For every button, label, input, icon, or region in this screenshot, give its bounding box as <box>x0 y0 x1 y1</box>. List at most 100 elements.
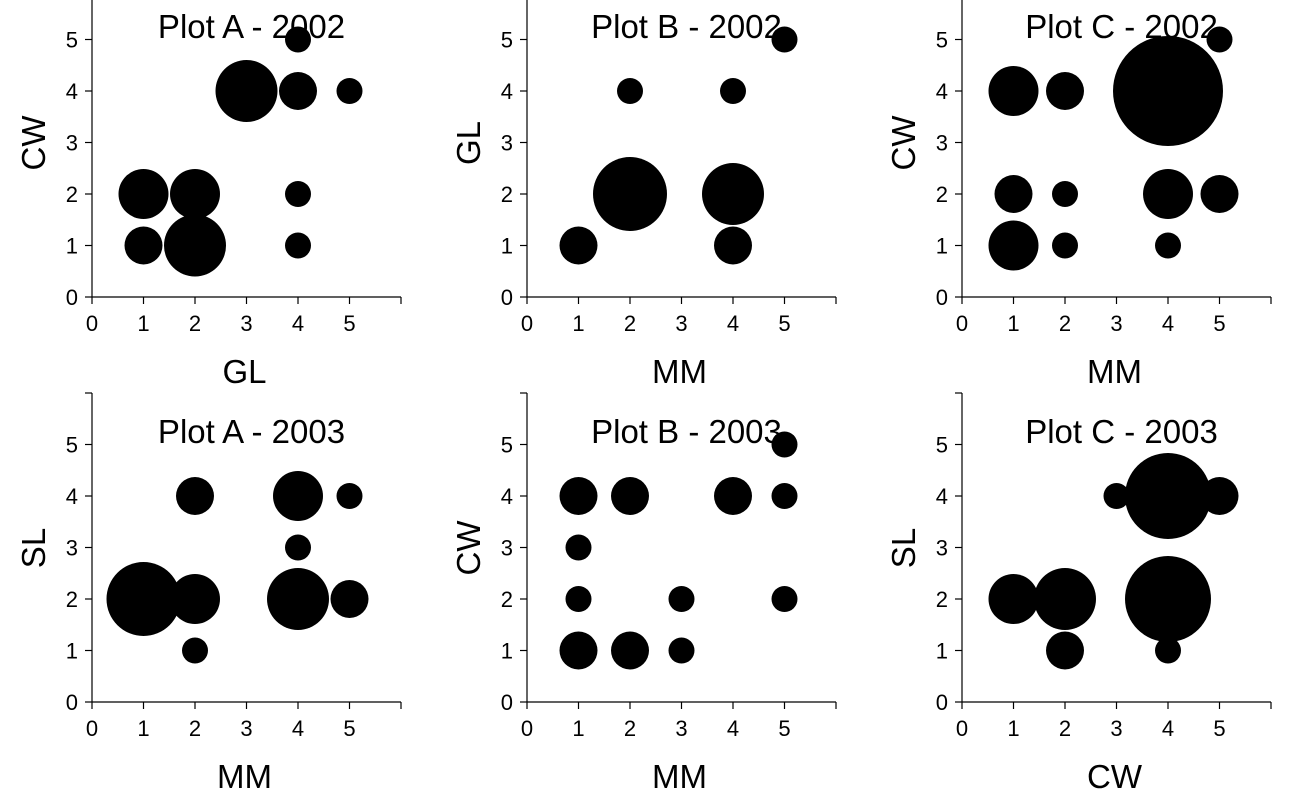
y-tick-label: 0 <box>501 690 513 715</box>
y-tick-label: 4 <box>936 79 948 104</box>
y-tick-label: 3 <box>501 536 513 561</box>
x-tick-label: 2 <box>189 311 201 336</box>
scatter-plot: 0 1 2 3 4 5 0 1 2 3 4 5 <box>501 0 837 336</box>
scatter-plot: 0 1 2 3 4 5 0 1 2 3 4 5 <box>501 392 837 741</box>
x-axis-label: MM <box>652 758 707 795</box>
y-tick-label: 1 <box>501 639 513 664</box>
panel-title: Plot A - 2002 <box>157 8 346 45</box>
data-point <box>611 631 649 670</box>
x-tick-label: 2 <box>189 716 201 741</box>
x-tick-label: 3 <box>1110 311 1122 336</box>
y-tick-label: 5 <box>501 433 513 458</box>
y-tick-label: 0 <box>936 690 948 715</box>
x-tick-label: 4 <box>727 716 739 741</box>
y-tick-label: 4 <box>936 484 948 509</box>
y-tick-label: 2 <box>501 182 513 207</box>
data-point <box>182 637 208 664</box>
y-tick-label: 1 <box>66 234 78 259</box>
x-tick-label: 2 <box>1059 311 1071 336</box>
y-tick-label: 5 <box>501 28 513 53</box>
scatter-plot: 0 1 2 3 4 5 0 1 2 3 4 5 <box>66 392 402 741</box>
y-tick-label: 1 <box>501 234 513 259</box>
data-point <box>124 226 163 265</box>
x-tick-label: 5 <box>343 716 355 741</box>
data-point <box>118 169 169 219</box>
data-point <box>1034 568 1096 630</box>
x-tick-label: 3 <box>1110 716 1122 741</box>
y-tick-label: 3 <box>936 536 948 561</box>
x-tick-label: 3 <box>675 716 687 741</box>
data-point <box>330 580 369 618</box>
x-tick-label: 0 <box>956 311 968 336</box>
x-tick-label: 2 <box>624 311 636 336</box>
y-tick-label: 2 <box>66 182 78 207</box>
data-point <box>336 483 363 509</box>
x-tick-label: 4 <box>1162 311 1174 336</box>
data-point <box>1125 556 1211 642</box>
data-point <box>336 78 363 104</box>
data-point <box>273 471 323 521</box>
panel-title: Plot C - 2002 <box>1025 8 1218 45</box>
data-point <box>1206 26 1233 53</box>
x-tick-label: 5 <box>1213 716 1225 741</box>
data-point <box>559 631 598 670</box>
y-tick-label: 3 <box>936 131 948 156</box>
data-point <box>565 534 592 561</box>
data-point <box>668 637 695 664</box>
data-point <box>267 568 329 630</box>
data-point <box>702 163 764 225</box>
x-tick-label: 2 <box>1059 716 1071 741</box>
data-point <box>668 586 695 612</box>
x-tick-label: 0 <box>86 311 98 336</box>
x-tick-label: 1 <box>572 716 584 741</box>
y-tick-label: 4 <box>66 484 78 509</box>
data-point <box>559 477 598 515</box>
data-point <box>285 232 311 259</box>
y-tick-label: 5 <box>936 28 948 53</box>
x-tick-label: 4 <box>727 311 739 336</box>
data-point <box>1125 453 1211 539</box>
data-point <box>1046 72 1084 110</box>
data-point <box>617 78 643 104</box>
data-point <box>285 534 311 561</box>
data-point <box>994 175 1033 213</box>
y-tick-label: 2 <box>501 587 513 612</box>
y-tick-label: 3 <box>66 131 78 156</box>
x-tick-label: 1 <box>1007 311 1019 336</box>
data-point <box>565 586 592 612</box>
data-point <box>1155 232 1181 259</box>
x-tick-label: 0 <box>521 311 533 336</box>
data-point <box>215 60 278 122</box>
data-point <box>1200 477 1239 515</box>
x-tick-label: 3 <box>675 311 687 336</box>
data-point <box>720 78 746 104</box>
data-point <box>1200 175 1239 213</box>
x-tick-label: 3 <box>240 311 252 336</box>
x-tick-label: 1 <box>1007 716 1019 741</box>
x-tick-label: 5 <box>778 311 790 336</box>
x-tick-label: 0 <box>521 716 533 741</box>
y-tick-label: 3 <box>501 131 513 156</box>
y-tick-label: 0 <box>66 285 78 310</box>
y-tick-label: 0 <box>501 285 513 310</box>
x-tick-label: 4 <box>292 311 304 336</box>
data-point <box>1143 169 1193 219</box>
panel-title: Plot B - 2002 <box>591 8 782 45</box>
data-point <box>1155 637 1181 664</box>
y-tick-label: 4 <box>501 79 513 104</box>
y-tick-label: 4 <box>501 484 513 509</box>
data-point <box>988 574 1039 624</box>
x-tick-label: 1 <box>137 311 149 336</box>
panel-title: Plot A - 2003 <box>157 413 346 450</box>
data-point <box>164 214 226 277</box>
y-tick-label: 5 <box>66 28 78 53</box>
y-tick-label: 0 <box>936 285 948 310</box>
data-point <box>714 477 752 515</box>
panel-title: Plot B - 2003 <box>591 413 782 450</box>
x-tick-label: 1 <box>572 311 584 336</box>
y-tick-label: 2 <box>936 182 948 207</box>
